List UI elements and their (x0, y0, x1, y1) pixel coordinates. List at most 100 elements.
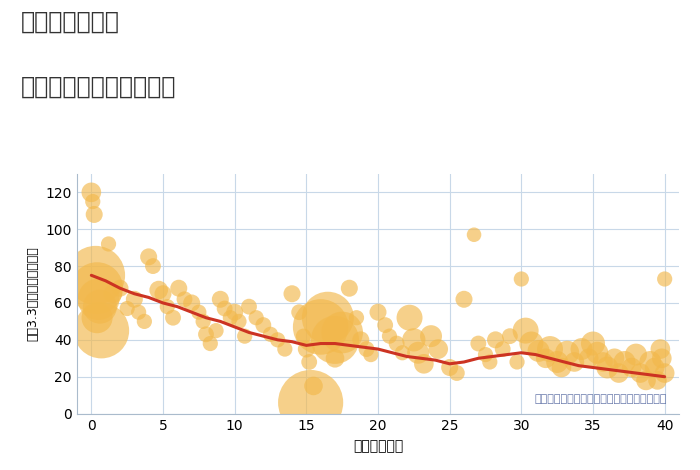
Point (504, 332, 515, 340)
Point (659, 275, 671, 283)
Point (225, 314, 236, 321)
Point (468, 231, 480, 238)
Point (484, 358, 496, 366)
Point (351, 314, 362, 321)
Point (92, 314, 103, 321)
Point (103, 240, 114, 248)
Point (298, 332, 309, 340)
Point (458, 296, 470, 303)
Point (211, 327, 222, 334)
Point (419, 360, 430, 368)
Point (576, 345, 587, 353)
Point (602, 364, 613, 371)
Point (204, 340, 216, 347)
Point (258, 321, 269, 329)
Point (520, 327, 531, 334)
Point (355, 336, 366, 344)
Point (215, 296, 226, 303)
Point (337, 329, 348, 336)
Point (200, 330, 211, 338)
Point (384, 332, 395, 340)
Point (480, 351, 491, 358)
Point (158, 290, 169, 298)
Point (272, 336, 284, 344)
Point (587, 340, 598, 347)
Point (93, 296, 104, 303)
Point (139, 318, 150, 325)
Point (193, 308, 204, 316)
Point (526, 340, 537, 347)
Point (609, 354, 620, 362)
Point (305, 399, 316, 406)
Point (90, 272, 101, 279)
Point (649, 364, 660, 371)
Point (426, 332, 437, 340)
Point (344, 284, 355, 292)
Point (583, 354, 594, 362)
Point (540, 354, 552, 362)
Point (397, 349, 408, 357)
Point (631, 351, 642, 358)
Text: 円の大きさは、取引のあった物件面積を示す: 円の大きさは、取引のあった物件面積を示す (535, 394, 667, 404)
Point (473, 340, 484, 347)
Point (391, 340, 402, 347)
Point (330, 354, 341, 362)
Point (251, 314, 262, 321)
Point (404, 314, 415, 321)
Point (619, 358, 630, 366)
Point (379, 321, 391, 329)
Point (197, 318, 209, 325)
Point (330, 336, 341, 344)
Point (545, 345, 556, 353)
Point (592, 349, 603, 357)
Point (556, 364, 567, 371)
Point (645, 358, 656, 366)
Point (85, 188, 97, 196)
Point (265, 330, 276, 338)
Point (167, 314, 178, 321)
Point (552, 358, 563, 366)
Point (229, 308, 240, 316)
Point (162, 303, 173, 310)
Point (561, 349, 573, 357)
Point (239, 332, 251, 340)
Point (433, 345, 444, 353)
Text: 築年数別中古戸建て価格: 築年数別中古戸建て価格 (21, 75, 176, 99)
Point (233, 318, 244, 325)
Point (186, 299, 197, 307)
Point (626, 364, 637, 371)
Point (88, 198, 99, 205)
Point (656, 354, 667, 362)
Point (512, 358, 523, 366)
Point (444, 364, 455, 371)
Point (308, 382, 319, 390)
Point (143, 253, 154, 261)
Point (286, 290, 297, 298)
Point (304, 358, 315, 366)
Point (652, 376, 663, 384)
Point (365, 351, 377, 358)
Point (654, 345, 666, 353)
Point (361, 345, 372, 353)
Point (490, 336, 501, 344)
Point (129, 296, 140, 303)
Point (533, 347, 544, 355)
Point (107, 290, 118, 298)
X-axis label: 築年数（年）: 築年数（年） (353, 439, 403, 453)
Point (279, 345, 290, 353)
Point (597, 358, 608, 366)
Point (516, 275, 527, 283)
Point (148, 262, 159, 270)
Point (92, 284, 103, 292)
Point (173, 284, 184, 292)
Text: 大阪府高鷲駅の: 大阪府高鷲駅の (21, 9, 120, 33)
Point (94, 303, 106, 310)
Point (322, 314, 333, 321)
Point (315, 323, 326, 331)
Point (114, 284, 125, 292)
Point (179, 296, 190, 303)
Point (293, 308, 304, 316)
Point (153, 286, 164, 294)
Point (497, 345, 508, 353)
Point (372, 308, 384, 316)
